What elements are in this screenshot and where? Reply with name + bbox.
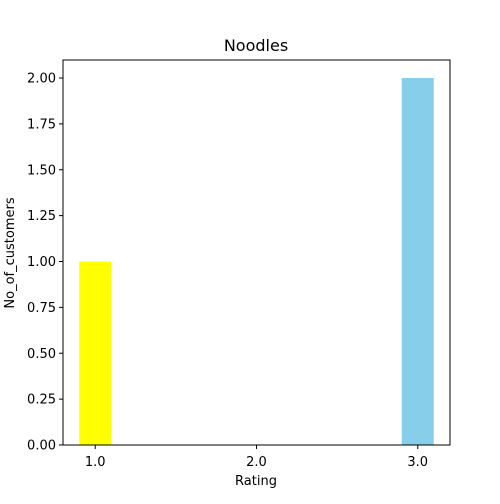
y-axis-ticks: 0.00 0.25 0.50 0.75 1.00 1.25 1.50 1.75 2.00 [27, 72, 63, 454]
y-tick-label: 1.00 [27, 255, 56, 270]
y-tick-label: 0.00 [27, 439, 56, 454]
y-tick-label: 1.50 [27, 163, 56, 178]
y-tick-label: 1.25 [27, 209, 56, 224]
bar-rating-1-0 [79, 261, 112, 445]
y-axis-label: No_of_customers [3, 197, 18, 308]
x-axis-ticks: 1.0 2.0 3.0 [85, 445, 428, 470]
y-tick-label: 1.75 [27, 117, 56, 132]
y-tick-label: 0.25 [27, 393, 56, 408]
x-tick-label: 2.0 [246, 455, 267, 470]
x-tick-label: 1.0 [85, 455, 106, 470]
y-tick-label: 2.00 [27, 72, 56, 87]
x-tick-label: 3.0 [407, 455, 428, 470]
chart-title: Noodles [224, 36, 288, 55]
y-tick-label: 0.50 [27, 347, 56, 362]
y-tick-label: 0.75 [27, 301, 56, 316]
x-axis-label: Rating [235, 474, 277, 489]
bar-rating-3-0 [401, 78, 434, 445]
bars-layer [79, 78, 434, 445]
